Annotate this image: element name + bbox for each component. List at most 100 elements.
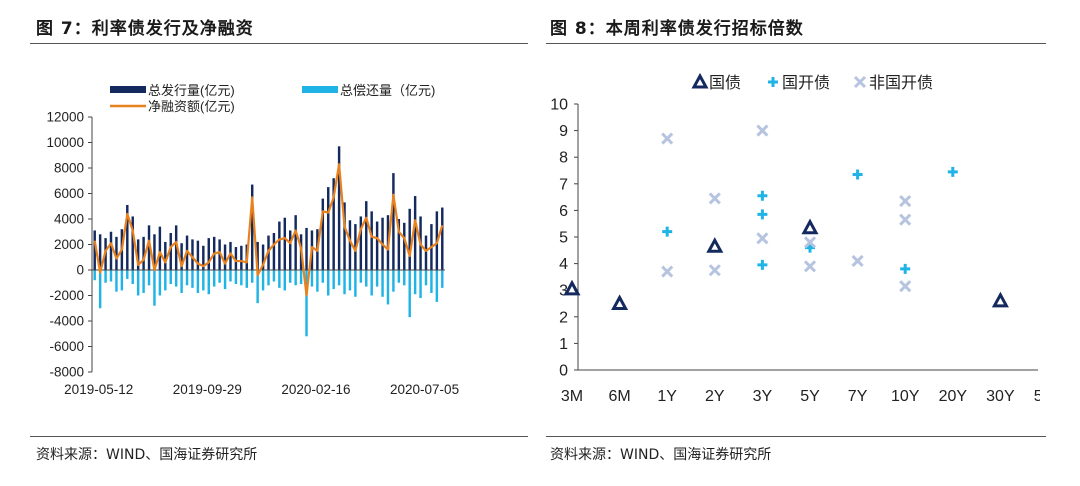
- issuance-bar: [136, 239, 140, 270]
- issuance-bar: [250, 184, 254, 270]
- repayment-bar: [370, 270, 373, 296]
- feiguokai-point: [661, 132, 674, 145]
- repayment-bar: [136, 270, 140, 296]
- x-tick-label: 2020-02-16: [281, 382, 350, 397]
- issuance-bar: [115, 236, 118, 270]
- repayment-bar: [261, 270, 265, 291]
- feiguokai-point: [899, 195, 912, 208]
- repayment-bar: [435, 270, 439, 302]
- repayment-bar: [196, 270, 200, 293]
- feiguokai-point: [803, 236, 817, 249]
- issuance-bar: [272, 233, 276, 270]
- bid-cover-ratio-chart: 0 1 2 3 4 5 6 7 8 9 10 3M 6M 1Y 2Y 3Y 5Y 7Y 10Y 20Y 30Y 50Y 国债…: [550, 72, 1040, 405]
- repayment-bar: [392, 270, 395, 292]
- repayment-bar: [413, 270, 417, 295]
- issuance-bar: [147, 225, 151, 270]
- legend-marker: [768, 77, 778, 87]
- repayment-bar: [218, 270, 221, 283]
- repayment-bar: [120, 270, 124, 291]
- left-source: 资料来源：WIND、国海证券研究所: [36, 447, 258, 463]
- issuance-bar: [256, 241, 259, 270]
- y-tick-label: 12000: [46, 110, 84, 125]
- issuance-bar: [93, 230, 96, 270]
- repayment-bar: [158, 270, 162, 296]
- issuance-bar: [348, 220, 352, 270]
- right-source-rule: [546, 436, 1046, 437]
- legend-label: 总发行量(亿元): [148, 83, 235, 98]
- x-tick-label: 1Y: [657, 388, 677, 405]
- y-tick-label: 10: [550, 97, 568, 114]
- repayment-bar: [98, 270, 102, 309]
- repayment-bar: [359, 270, 363, 283]
- repayment-bar: [289, 270, 292, 283]
- y-tick-label: 4000: [54, 212, 84, 227]
- y-tick-label: 1: [559, 336, 568, 353]
- repayment-bar: [327, 270, 330, 296]
- repayment-bar: [419, 270, 422, 299]
- legend-marker: [853, 75, 867, 89]
- repayment-bar: [337, 270, 341, 286]
- issuance-bar: [131, 216, 134, 270]
- repayment-bar: [430, 270, 433, 293]
- repayment-bar: [272, 270, 276, 282]
- left-chart-title: 图 7：利率债发行及净融资: [36, 19, 254, 39]
- y-tick-label: 0: [76, 263, 84, 278]
- issuance-bar: [321, 198, 325, 270]
- repayment-bar: [126, 270, 129, 279]
- repayment-bar: [386, 270, 390, 305]
- repayment-bar: [408, 270, 411, 318]
- repayment-bar: [202, 270, 205, 291]
- x-tick-label: 2Y: [705, 388, 725, 405]
- repayment-bar: [267, 270, 270, 286]
- issuance-bar: [169, 233, 172, 270]
- issuance-bar: [370, 211, 373, 270]
- guokai-point: [757, 190, 768, 201]
- repayment-bar: [424, 270, 428, 286]
- left-title-rule: [30, 43, 528, 44]
- issuance-bar: [424, 235, 428, 270]
- repayment-bar: [104, 270, 107, 283]
- repayment-bar: [153, 270, 156, 306]
- issuance-bar: [229, 241, 232, 270]
- repayment-bar: [343, 270, 346, 295]
- issuance-bar: [180, 243, 183, 270]
- y-tick-label: -4000: [49, 314, 84, 329]
- repayment-bar: [223, 270, 227, 290]
- y-tick-label: 7: [559, 176, 568, 193]
- repayment-bar: [234, 270, 238, 285]
- repayment-bar: [185, 270, 189, 286]
- y-tick-label: 0: [559, 363, 568, 380]
- repayment-bar: [321, 270, 325, 283]
- issuance-bar: [98, 234, 102, 270]
- issuance-bar: [283, 217, 287, 270]
- legend-swatch: [302, 86, 338, 93]
- issuance-bar: [174, 225, 178, 270]
- legend-marker: [691, 72, 709, 89]
- repayment-bar: [256, 270, 259, 304]
- x-tick-label: 50Y: [1034, 388, 1040, 405]
- issuance-bar: [234, 247, 238, 270]
- guokai-point: [947, 166, 958, 177]
- x-tick-label: 5Y: [800, 388, 820, 405]
- guozhai-point: [706, 237, 724, 253]
- issuance-bar: [359, 216, 363, 270]
- issuance-net-financing-chart: -8000 -6000 -4000 -2000 0 2000 4000 6000 8000 100…: [46, 83, 459, 397]
- issuance-bar: [305, 227, 308, 270]
- repayment-bar: [250, 270, 254, 283]
- repayment-bar: [207, 270, 210, 295]
- repayment-bar: [147, 270, 151, 286]
- repayment-bar: [164, 270, 167, 291]
- guozhai-point: [563, 279, 581, 296]
- repayment-bar: [93, 270, 96, 281]
- issuance-bar: [202, 245, 205, 270]
- x-tick-label: 30Y: [986, 388, 1015, 405]
- right-source: 资料来源：WIND、国海证券研究所: [550, 447, 772, 463]
- issuance-bar: [441, 207, 444, 270]
- left-source-rule: [30, 436, 528, 437]
- repayment-bar: [332, 270, 335, 290]
- x-tick-label: 6M: [608, 388, 630, 405]
- feiguokai-point: [803, 260, 817, 273]
- x-tick-label: 3Y: [753, 388, 773, 405]
- issuance-bar: [392, 173, 395, 270]
- repayment-bar: [316, 270, 319, 292]
